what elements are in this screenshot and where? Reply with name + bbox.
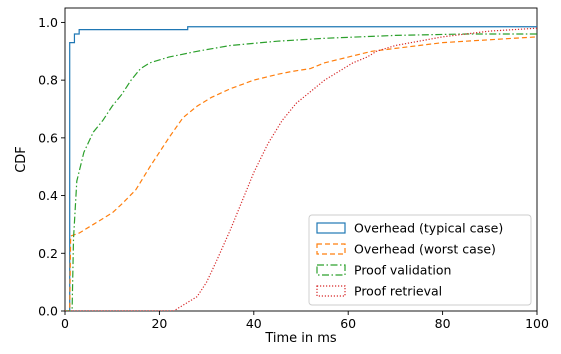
- y-tick-label: 0.6: [38, 130, 58, 145]
- axis-ticks: 0 20 40 60 80 100 0.0 0.2 0.4 0.6 0.8 1.0: [38, 15, 549, 331]
- axes-frame: [64, 7, 538, 312]
- series-line-4: [65, 27, 537, 311]
- legend-label-3: Proof validation: [354, 263, 451, 278]
- series-line-1: [65, 26, 537, 311]
- y-tick-label: 0.4: [38, 188, 58, 203]
- x-axis-label: Time in ms: [264, 331, 337, 346]
- x-tick-label: 100: [525, 316, 549, 331]
- series-line-2: [65, 36, 537, 311]
- legend-handle-3: [316, 264, 346, 276]
- legend-handle-4: [316, 285, 346, 297]
- y-tick-label: 0.0: [38, 304, 58, 319]
- y-axis-label: CDF: [14, 146, 29, 173]
- legend-handle-2: [316, 243, 346, 255]
- y-tick-label: 0.8: [38, 73, 58, 88]
- x-tick-label: 40: [246, 316, 262, 331]
- legend-handle-1: [316, 222, 346, 234]
- y-tick-label: 1.0: [38, 15, 58, 30]
- legend-label-2: Overhead (worst case): [354, 242, 496, 257]
- x-tick-label: 80: [435, 316, 451, 331]
- x-tick-label: 20: [151, 316, 167, 331]
- legend-box: [308, 214, 532, 306]
- plot-area: [64, 7, 538, 312]
- legend-label-1: Overhead (typical case): [354, 221, 503, 236]
- legend: Overhead (typical case) Overhead (worst c…: [308, 214, 532, 306]
- y-tick-label: 0.2: [38, 246, 58, 261]
- legend-label-4: Proof retrieval: [354, 284, 442, 299]
- series-line-3: [65, 33, 537, 311]
- x-tick-label: 60: [340, 316, 356, 331]
- series-layer: [65, 26, 537, 311]
- x-tick-label: 0: [61, 316, 69, 331]
